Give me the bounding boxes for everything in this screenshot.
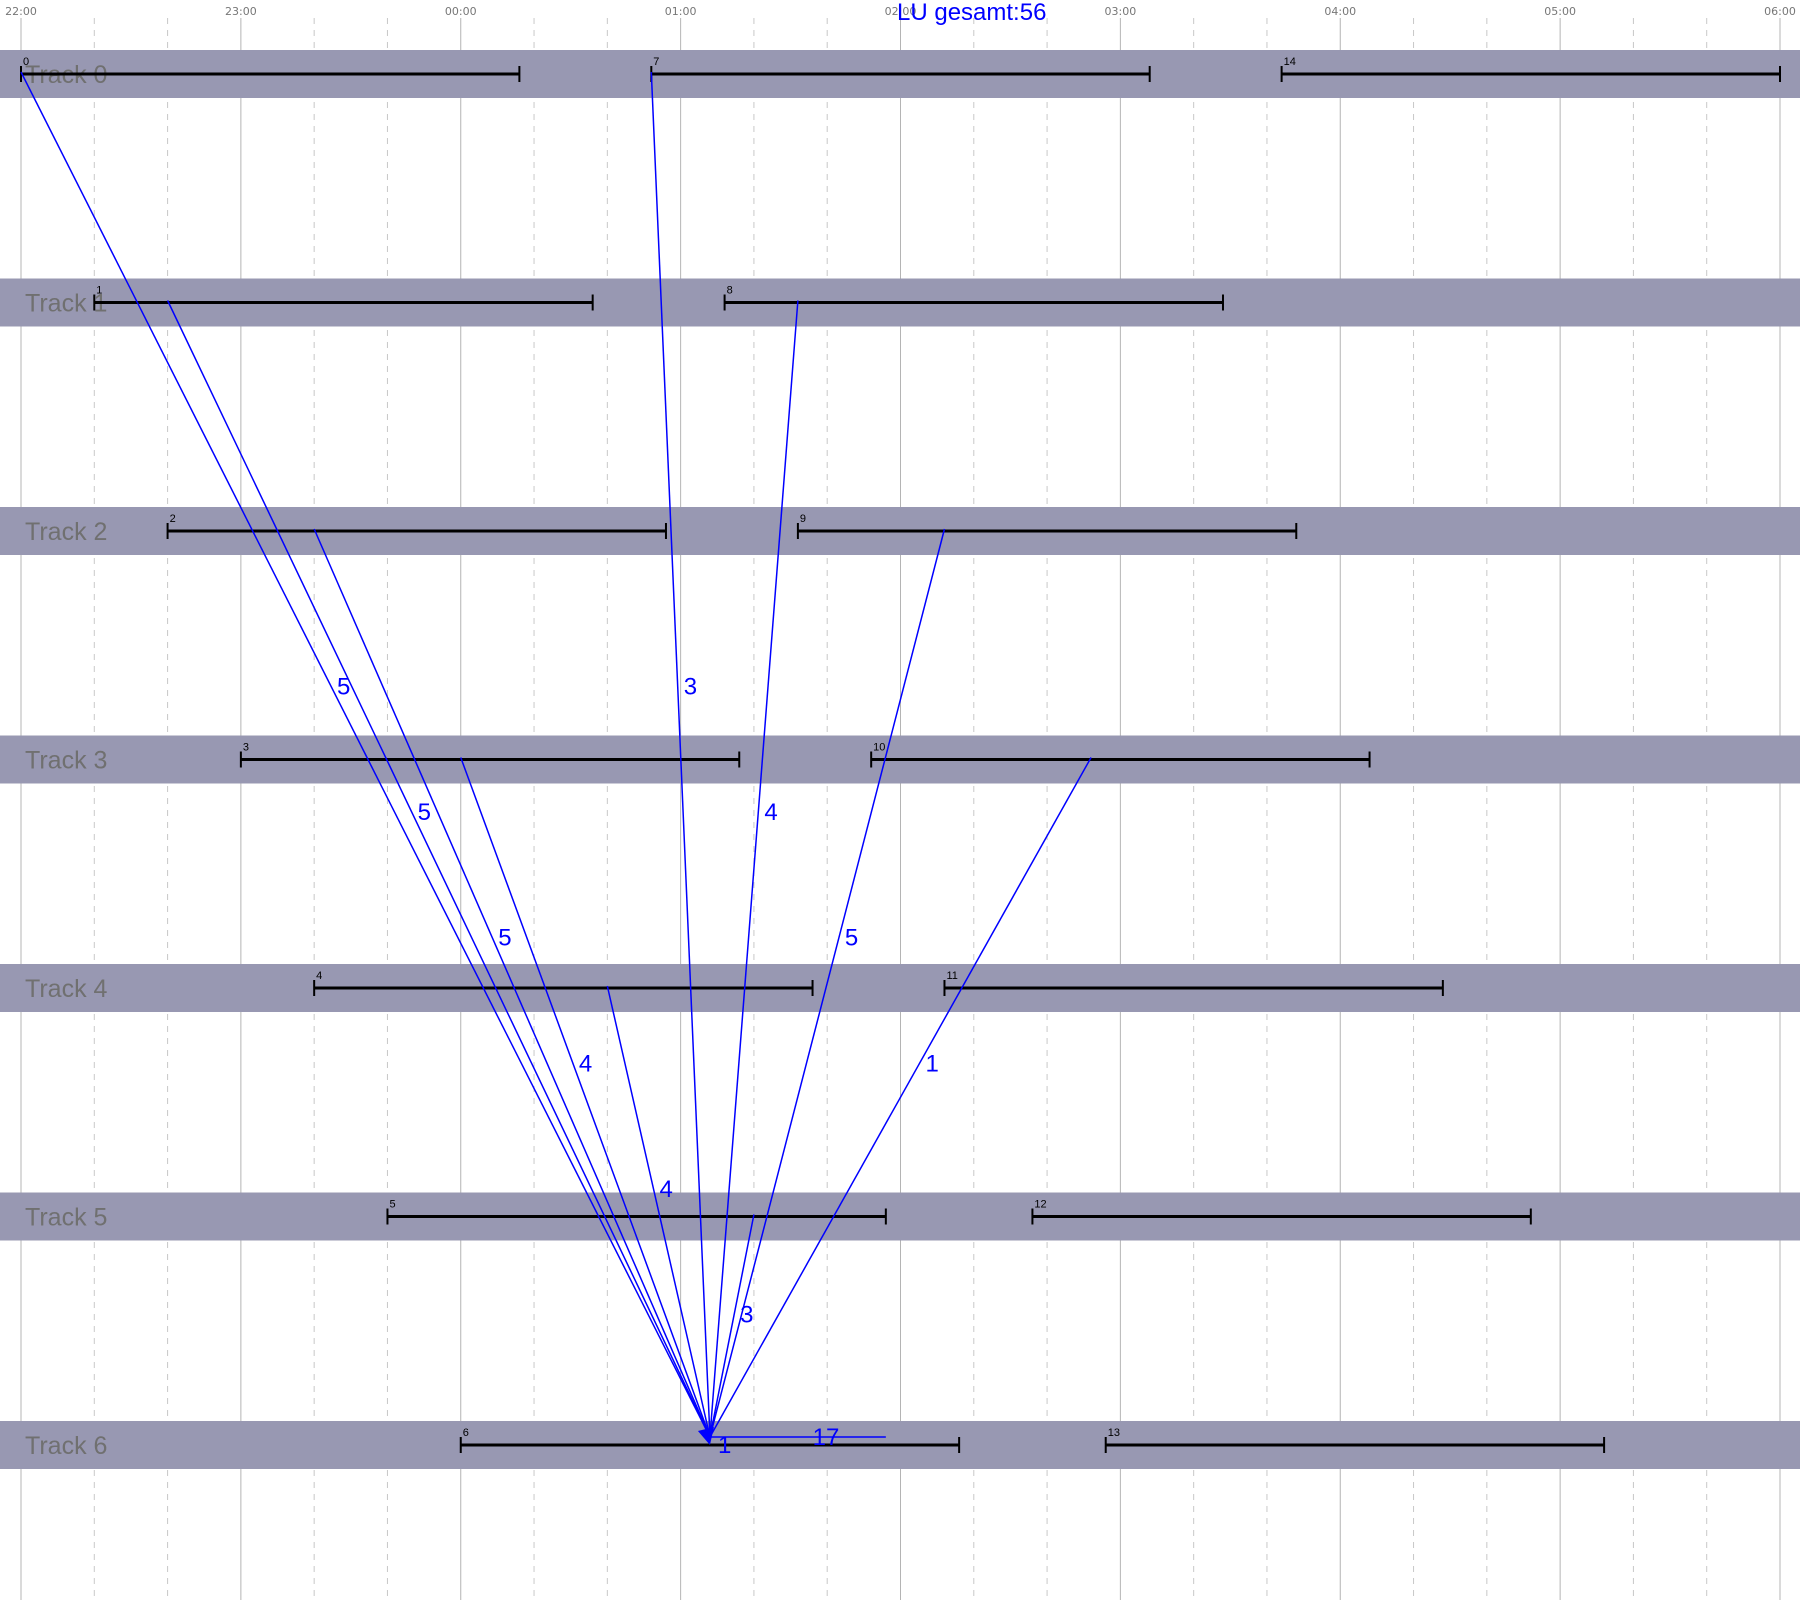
link-line [709, 528, 946, 1438]
bar-label: 7 [653, 56, 659, 68]
time-label: 23:00 [225, 5, 257, 18]
time-label: 03:00 [1105, 5, 1137, 18]
track-label: Track 2 [25, 518, 107, 546]
bar-label: 10 [873, 742, 885, 754]
link-label: 4 [764, 799, 777, 826]
bar-label: 8 [727, 285, 733, 297]
link-label: 3 [740, 1302, 753, 1329]
track-label: Track 6 [25, 1432, 107, 1460]
self-link-label: 1 [718, 1432, 731, 1459]
time-label: 05:00 [1544, 5, 1576, 18]
link-lines: 5 5 5 4 4 3 4 5 1 3 17 1 [20, 71, 1092, 1459]
link-line [606, 985, 711, 1438]
bar-label: 0 [23, 56, 29, 68]
bar-label: 12 [1034, 1199, 1046, 1211]
bar-label: 1 [96, 285, 102, 297]
track-band [0, 964, 1800, 1012]
link-line [20, 71, 711, 1438]
time-label: 04:00 [1324, 5, 1356, 18]
time-label: 06:00 [1764, 5, 1796, 18]
link-line [709, 757, 1092, 1438]
bar-label: 3 [243, 742, 249, 754]
time-axis: 22:00 23:00 00:00 01:00 02:00 03:00 04:00 05:00… [5, 5, 1796, 18]
link-label: 1 [926, 1050, 939, 1077]
title: LU gesamt:56 [897, 0, 1046, 26]
link-arrowhead [697, 1427, 714, 1445]
track-bars: 0 7 141 82 93 104 115 126 13 [20, 56, 1781, 1453]
link-label: 4 [579, 1050, 592, 1077]
link-label: 17 [813, 1424, 840, 1451]
time-grid [20, 18, 1781, 1600]
link-label: 4 [660, 1176, 673, 1203]
bar-label: 2 [170, 513, 176, 525]
link-line [650, 71, 711, 1438]
bar-label: 11 [946, 970, 957, 982]
bar-label: 9 [800, 513, 806, 525]
bar-label: 5 [389, 1199, 395, 1211]
link-label: 5 [337, 673, 350, 700]
bar-label: 4 [316, 970, 322, 982]
link-label: 5 [418, 799, 431, 826]
link-label: 5 [845, 925, 858, 952]
bar-label: 14 [1284, 56, 1296, 68]
link-line [709, 300, 799, 1438]
track-label: Track 4 [25, 975, 108, 1003]
link-line [709, 1214, 755, 1438]
time-label: 00:00 [445, 5, 477, 18]
track-label: Track 5 [25, 1204, 107, 1232]
track-label: Track 3 [25, 747, 107, 775]
bar-label: 13 [1108, 1427, 1120, 1439]
bar-label: 6 [463, 1427, 469, 1439]
time-label: 22:00 [5, 5, 37, 18]
time-label: 02:00 [885, 5, 917, 18]
time-label: 01:00 [665, 5, 697, 18]
link-line [166, 300, 711, 1438]
link-label: 5 [498, 925, 511, 952]
link-label: 3 [684, 673, 697, 700]
link-line [460, 757, 711, 1438]
link-line [313, 528, 711, 1438]
